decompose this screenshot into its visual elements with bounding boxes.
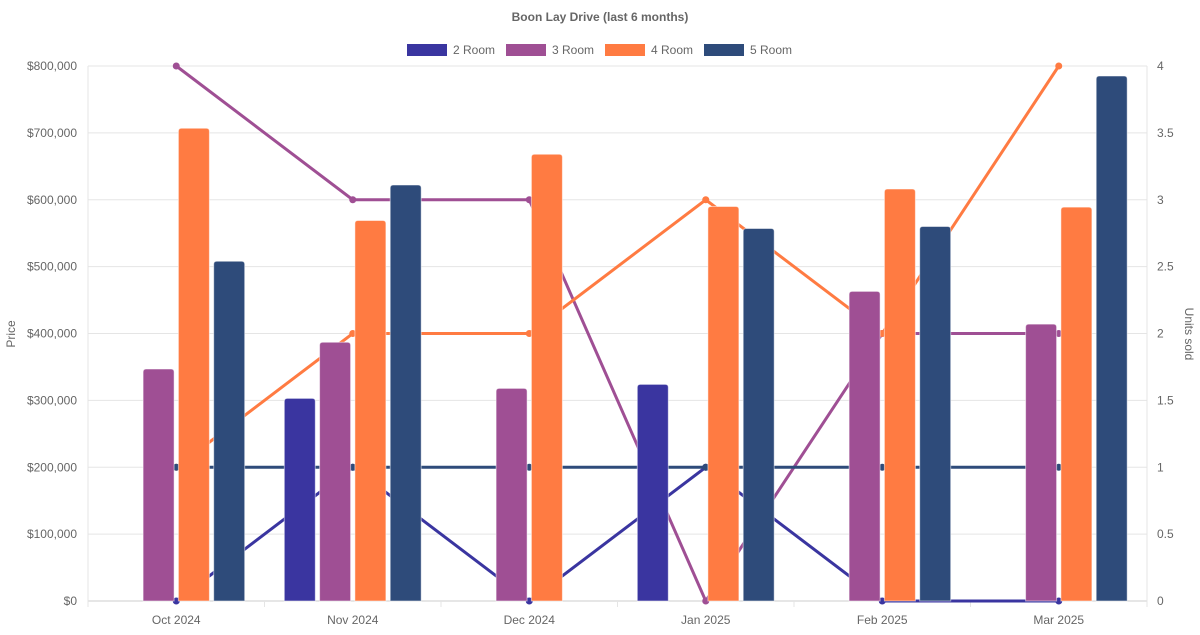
y-tick-label: $200,000 bbox=[27, 460, 77, 474]
legend-label: 2 Room bbox=[453, 43, 495, 57]
y2-tick-label: 2.5 bbox=[1157, 260, 1174, 274]
y-tick-label: $600,000 bbox=[27, 193, 77, 207]
x-tick-label: Dec 2024 bbox=[504, 613, 556, 627]
legend-swatch bbox=[605, 44, 645, 56]
y2-tick-label: 3 bbox=[1157, 193, 1164, 207]
bar-3-room bbox=[319, 341, 352, 602]
y2-axis-label: Units sold bbox=[1182, 308, 1196, 361]
y-tick-label: $300,000 bbox=[27, 393, 77, 407]
y-axis-label: Price bbox=[4, 320, 18, 348]
y2-tick-label: 1 bbox=[1157, 460, 1164, 474]
x-tick-label: Feb 2025 bbox=[857, 613, 908, 627]
units-point bbox=[702, 196, 710, 204]
bar-2-room bbox=[283, 397, 316, 602]
bar-3-room bbox=[848, 290, 881, 602]
x-tick-label: Mar 2025 bbox=[1033, 613, 1084, 627]
y-tick-label: $500,000 bbox=[27, 260, 77, 274]
units-point bbox=[349, 196, 357, 204]
bar-4-room bbox=[530, 153, 563, 602]
bar-4-room bbox=[1060, 206, 1093, 602]
y2-tick-label: 1.5 bbox=[1157, 393, 1174, 407]
legend: 2 Room 3 Room 4 Room 5 Room bbox=[407, 43, 792, 57]
legend-label: 5 Room bbox=[750, 43, 792, 57]
y2-tick-label: 0 bbox=[1157, 594, 1164, 608]
bar-3-room bbox=[142, 368, 175, 602]
price-bars bbox=[142, 75, 1128, 602]
bar-4-room bbox=[354, 219, 387, 602]
units-point bbox=[1055, 62, 1063, 70]
chart-title: Boon Lay Drive (last 6 months) bbox=[512, 10, 689, 24]
bar-5-room bbox=[213, 260, 246, 602]
y-tick-label: $100,000 bbox=[27, 527, 77, 541]
x-tick-label: Nov 2024 bbox=[327, 613, 379, 627]
bar-5-room bbox=[389, 184, 422, 602]
y-tick-label: $0 bbox=[64, 594, 78, 608]
bar-5-room bbox=[1095, 75, 1128, 602]
y2-tick-label: 2 bbox=[1157, 327, 1164, 341]
y2-tick-label: 4 bbox=[1157, 59, 1164, 73]
y-tick-label: $400,000 bbox=[27, 327, 77, 341]
legend-swatch bbox=[407, 44, 447, 56]
y-tick-label: $700,000 bbox=[27, 126, 77, 140]
legend-label: 3 Room bbox=[552, 43, 594, 57]
bar-3-room bbox=[495, 387, 528, 602]
bar-5-room bbox=[742, 228, 775, 602]
y2-tick-label: 0.5 bbox=[1157, 527, 1174, 541]
bar-4-room bbox=[883, 188, 916, 602]
legend-swatch bbox=[704, 44, 744, 56]
bar-4-room bbox=[707, 205, 740, 602]
legend-label: 4 Room bbox=[651, 43, 693, 57]
bar-3-room bbox=[1025, 323, 1058, 602]
y-tick-label: $800,000 bbox=[27, 59, 77, 73]
x-tick-label: Oct 2024 bbox=[152, 613, 201, 627]
units-point bbox=[172, 62, 180, 70]
y2-tick-label: 3.5 bbox=[1157, 126, 1174, 140]
x-tick-label: Jan 2025 bbox=[681, 613, 731, 627]
bar-4-room bbox=[177, 127, 210, 602]
bar-2-room bbox=[636, 383, 669, 602]
bar-5-room bbox=[919, 226, 952, 602]
legend-swatch bbox=[506, 44, 546, 56]
